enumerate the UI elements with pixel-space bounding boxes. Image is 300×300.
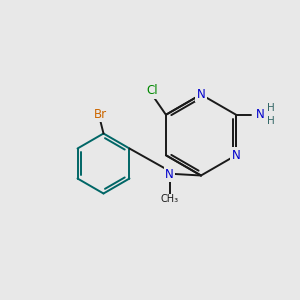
Text: H: H <box>267 116 275 126</box>
Text: Cl: Cl <box>147 84 158 97</box>
Text: N: N <box>256 108 264 121</box>
Text: Br: Br <box>94 107 107 121</box>
Text: CH₃: CH₃ <box>160 194 178 205</box>
Text: N: N <box>196 88 206 101</box>
Text: N: N <box>232 149 240 162</box>
Text: N: N <box>165 167 174 181</box>
Text: H: H <box>267 103 275 113</box>
